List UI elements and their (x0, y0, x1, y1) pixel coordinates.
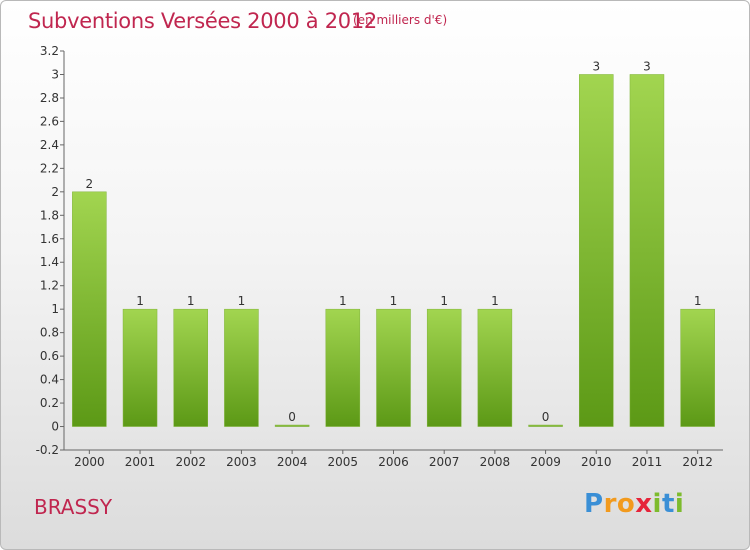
x-tick-label: 2000 (74, 455, 105, 469)
y-tick-label: 3 (51, 67, 59, 81)
bar (528, 424, 563, 427)
data-label: 1 (187, 294, 195, 308)
data-label: 1 (339, 294, 347, 308)
y-tick-label: 0.6 (40, 349, 59, 363)
data-label: 1 (136, 294, 144, 308)
y-tick-label: 0.2 (40, 396, 59, 410)
x-tick-label: 2006 (378, 455, 409, 469)
bar (680, 308, 715, 427)
x-tick-label: 2002 (175, 455, 206, 469)
x-tick-label: 2008 (480, 455, 511, 469)
y-tick-label: 0.4 (40, 373, 59, 387)
bar (122, 308, 158, 427)
x-tick-label: 2004 (277, 455, 308, 469)
y-tick-label: 1.8 (40, 208, 59, 222)
bar (274, 424, 310, 427)
y-tick-label: 2.6 (40, 114, 59, 128)
y-tick-label: 1 (51, 302, 59, 316)
y-tick-label: -0.2 (36, 443, 59, 457)
bar (325, 308, 361, 427)
proxiti-logo: Proxiti (584, 489, 685, 519)
x-tick-label: 2011 (632, 455, 663, 469)
bar (72, 191, 107, 427)
y-tick-label: 2.8 (40, 91, 59, 105)
y-tick-label: 1.2 (40, 279, 59, 293)
bar (426, 308, 462, 427)
x-tick-label: 2007 (429, 455, 460, 469)
y-tick-label: 0.8 (40, 326, 59, 340)
data-label: 0 (288, 410, 296, 424)
y-tick-label: 1.4 (40, 255, 59, 269)
bar (629, 74, 665, 427)
bar (173, 308, 208, 427)
bar (579, 74, 614, 427)
data-label: 0 (542, 410, 550, 424)
x-tick-label: 2010 (581, 455, 612, 469)
x-tick-label: 2009 (530, 455, 561, 469)
data-label: 3 (643, 59, 651, 73)
y-tick-label: 2.2 (40, 161, 59, 175)
commune-name: BRASSY (34, 495, 113, 519)
x-tick-label: 2003 (226, 455, 257, 469)
chart-title: Subventions Versées 2000 à 2012 (28, 9, 377, 33)
data-label: 2 (86, 177, 94, 191)
data-label: 3 (592, 59, 600, 73)
y-tick-label: 2 (51, 185, 59, 199)
bar (224, 308, 259, 427)
data-label: 1 (238, 294, 246, 308)
chart-bars: 2 1 1 1 0 1 1 1 1 0 3 3 1 (72, 59, 715, 427)
data-label: 1 (694, 294, 702, 308)
x-tick-label: 2001 (125, 455, 156, 469)
unit-note: (en milliers d'€) (353, 13, 448, 27)
data-label: 1 (440, 294, 448, 308)
data-label: 1 (390, 294, 398, 308)
data-label: 1 (491, 294, 499, 308)
y-tick-label: 0 (51, 420, 59, 434)
y-tick-label: 2.4 (40, 138, 59, 152)
y-tick-label: 3.2 (40, 44, 59, 58)
x-tick-label: 2012 (682, 455, 713, 469)
chart-axes: -0.2 0 0.2 0.4 0.6 0.8 1 1.2 1.4 1.6 1.8 2 2.2 2.4 2.6… (36, 44, 723, 469)
x-tick-label: 2005 (328, 455, 359, 469)
y-tick-label: 1.6 (40, 232, 59, 246)
bar (376, 308, 411, 427)
bar (477, 308, 513, 427)
